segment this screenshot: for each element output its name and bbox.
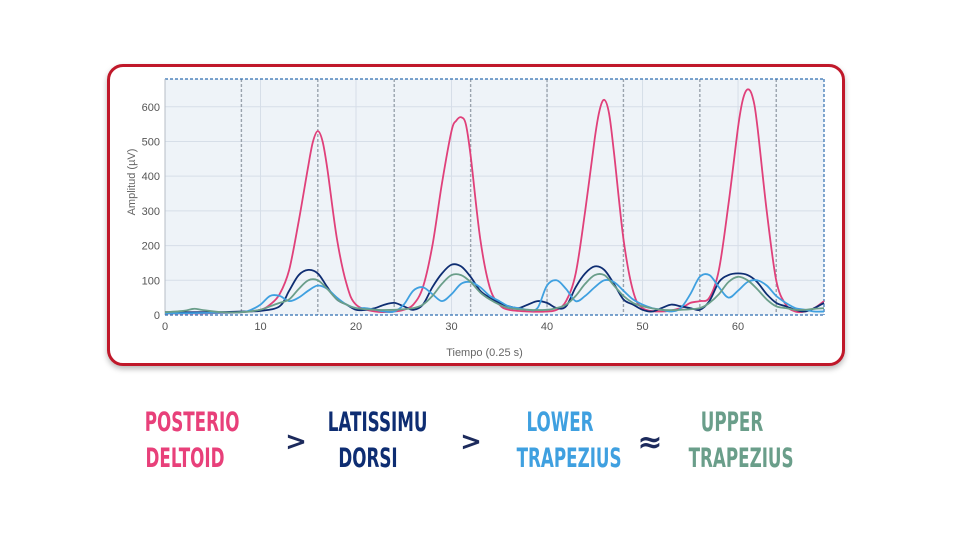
y-tick-label-5: 500 (142, 136, 160, 148)
legend-upper-trapezius-line1: UPPER (700, 407, 764, 438)
legend-upper-trapezius-line2: TRAPEZIUS (688, 443, 794, 474)
x-tick-label-6: 60 (732, 321, 744, 333)
x-tick-label-2: 20 (350, 321, 362, 333)
y-tick-label-1: 100 (142, 275, 160, 287)
muscle-ranking-legend: POSTERIO DELTOID > LATISSIMU DORSI > LOW… (0, 405, 960, 485)
legend-upper-trapezius: UPPER TRAPEZIUS (688, 405, 794, 477)
x-axis-label: Tiempo (0.25 s) (446, 347, 523, 359)
emg-line-chart: 0 100 200 300 400 500 600 0 10 20 30 40 50 60 Tiempo (… (126, 78, 825, 359)
operator-greater-1: > (285, 427, 307, 457)
legend-lower-trapezius-line2: TRAPEZIUS (516, 443, 622, 474)
x-tick-label-5: 50 (636, 321, 648, 333)
x-tick-label-3: 30 (445, 321, 457, 333)
x-tick-label-4: 40 (541, 321, 553, 333)
series-line-0 (164, 88, 825, 315)
y-tick-label-3: 300 (142, 206, 160, 218)
series-line-3 (164, 273, 825, 314)
legend-latissimu-dorsi-line2: DORSI (338, 443, 398, 474)
legend-latissimu-dorsi: LATISSIMU DORSI (327, 405, 428, 477)
y-tick-label-0: 0 (154, 310, 160, 322)
x-tick-label-0: 0 (162, 321, 168, 333)
plot-area (165, 79, 824, 315)
legend-posterio-deltoid: POSTERIO DELTOID (144, 405, 240, 477)
y-tick-label-6: 600 (142, 102, 160, 114)
operator-approx: ≈ (637, 425, 663, 460)
y-tick-label-4: 400 (142, 171, 160, 183)
legend-posterio-deltoid-line2: DELTOID (145, 443, 225, 474)
y-axis-label: Amplitud (µV) (126, 149, 138, 216)
legend-posterio-deltoid-line1: POSTERIO (144, 407, 240, 438)
legend-lower-trapezius-line1: LOWER (526, 407, 594, 438)
legend-latissimu-dorsi-line1: LATISSIMU (327, 407, 428, 438)
legend-lower-trapezius: LOWER TRAPEZIUS (516, 405, 622, 477)
chart-card: 0 100 200 300 400 500 600 0 10 20 30 40 50 60 Tiempo (… (107, 64, 845, 366)
x-tick-label-1: 10 (254, 321, 266, 333)
y-tick-label-2: 200 (142, 241, 160, 253)
operator-greater-2: > (460, 427, 482, 457)
